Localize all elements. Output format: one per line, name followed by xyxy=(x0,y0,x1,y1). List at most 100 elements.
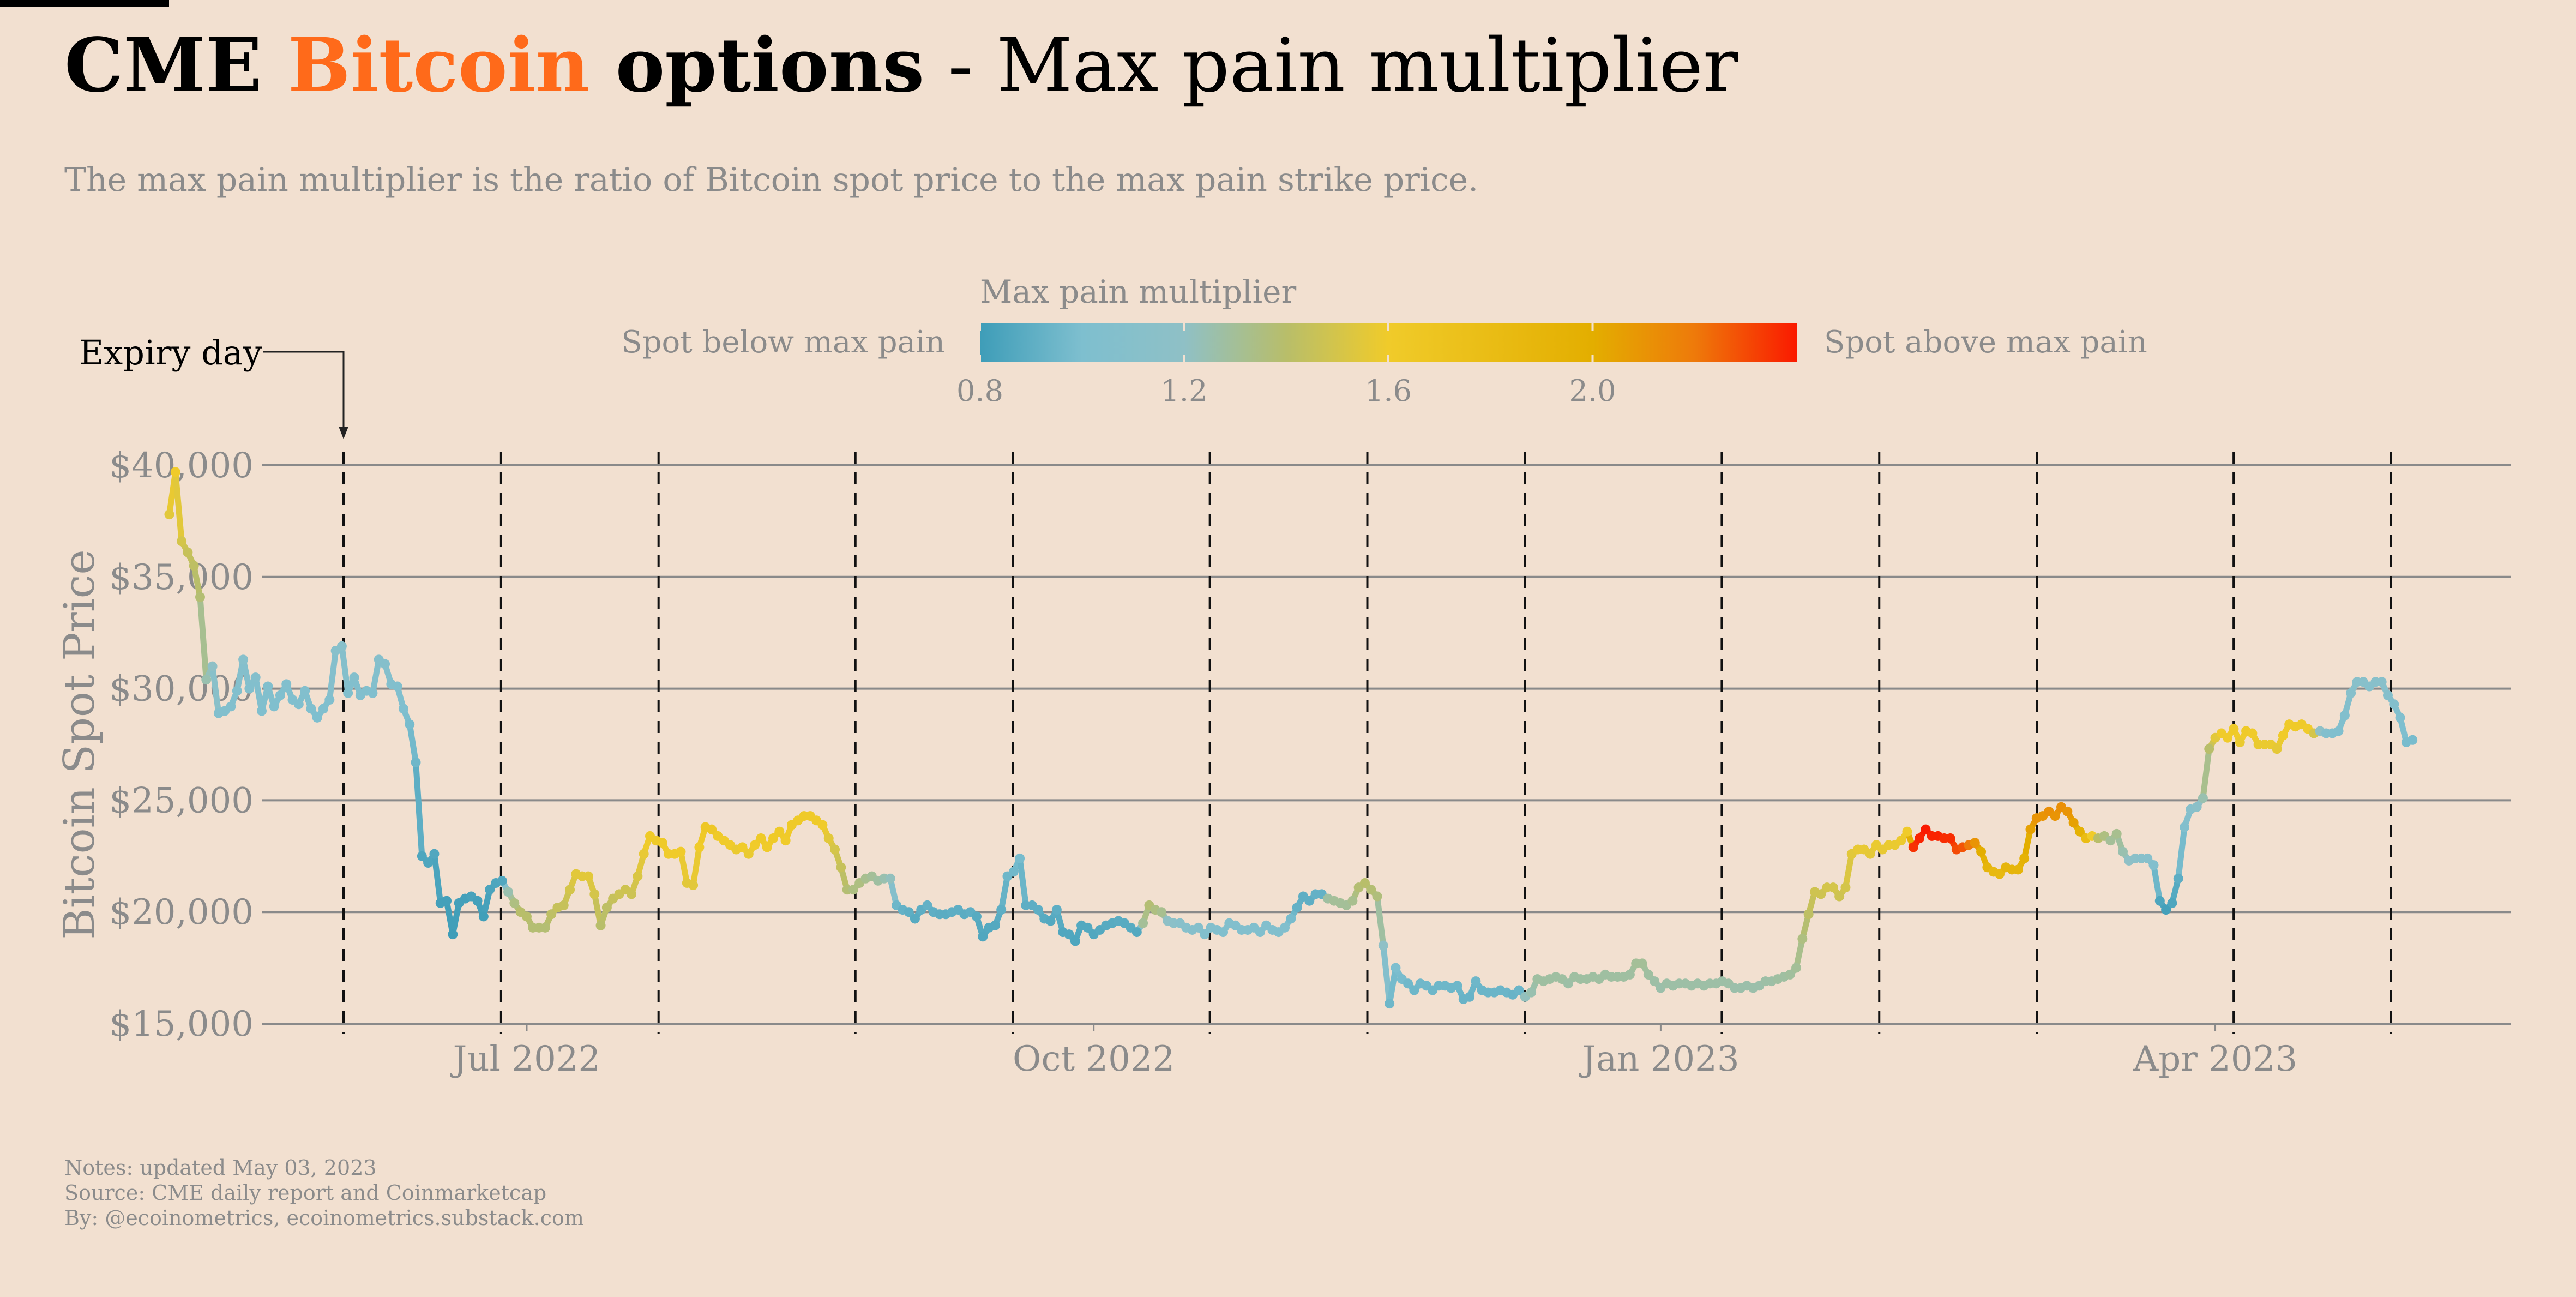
series-segment xyxy=(326,647,339,703)
series-segment xyxy=(449,900,462,938)
data-point xyxy=(1409,985,1419,995)
series-segment xyxy=(1374,893,1387,949)
legend-title: Max pain multiplier xyxy=(980,273,1296,310)
data-point xyxy=(768,833,779,844)
data-point xyxy=(2068,818,2079,828)
data-point xyxy=(583,871,593,881)
data-point xyxy=(2346,688,2356,698)
data-point xyxy=(1033,905,1043,915)
series-segment xyxy=(431,851,444,906)
data-point xyxy=(257,706,267,716)
data-point xyxy=(546,909,557,920)
data-point xyxy=(2074,826,2085,837)
data-point xyxy=(2229,724,2239,734)
series-segment xyxy=(2021,826,2033,862)
data-point xyxy=(1896,836,1906,846)
data-point xyxy=(1452,981,1462,991)
data-point xyxy=(1218,927,1229,938)
series-segment xyxy=(1793,935,1805,971)
title-part-multiplier: - Max pain multiplier xyxy=(924,23,1738,109)
series-segment xyxy=(677,849,690,886)
data-point xyxy=(293,699,304,710)
data-point xyxy=(226,701,236,712)
data-point xyxy=(170,467,180,477)
data-point xyxy=(1976,846,1987,857)
data-point xyxy=(2118,846,2128,857)
notes-source: Source: CME daily report and Coinmarketc… xyxy=(64,1181,547,1205)
data-point xyxy=(201,675,212,685)
data-point xyxy=(1131,927,1142,938)
data-point xyxy=(195,592,205,602)
price-series xyxy=(164,467,2418,1009)
data-point xyxy=(1915,833,1925,844)
data-point xyxy=(1994,869,2005,879)
data-point xyxy=(601,903,612,913)
data-point xyxy=(281,679,292,689)
notes-updated: Notes: updated May 03, 2023 xyxy=(64,1156,377,1180)
data-point xyxy=(1157,907,1166,917)
data-point xyxy=(263,681,273,692)
y-tick-label: $35,000 xyxy=(109,557,254,598)
data-point xyxy=(269,701,279,712)
top-accent-bar xyxy=(0,0,169,7)
y-tick-label: $20,000 xyxy=(109,892,254,933)
data-point xyxy=(2382,690,2393,700)
legend-tick-label: 2.0 xyxy=(1569,374,1616,408)
data-point xyxy=(978,932,988,942)
expiry-arrow-head xyxy=(339,427,348,439)
data-point xyxy=(1921,824,1931,834)
series-segment xyxy=(413,759,425,860)
chart-subtitle: The max pain multiplier is the ratio of … xyxy=(64,161,1479,199)
data-point xyxy=(1526,987,1537,998)
data-point xyxy=(2154,896,2165,906)
data-point xyxy=(1255,927,1265,938)
data-point xyxy=(996,905,1007,915)
data-point xyxy=(1366,885,1376,895)
data-point xyxy=(2192,802,2202,812)
data-point xyxy=(676,846,686,857)
data-point xyxy=(405,719,415,730)
data-point xyxy=(2142,853,2153,863)
data-point xyxy=(2050,811,2060,821)
data-point xyxy=(183,547,193,557)
series-segment xyxy=(2151,862,2163,904)
data-point xyxy=(238,654,249,665)
data-point xyxy=(1465,992,1475,1002)
data-point xyxy=(762,842,772,852)
data-point xyxy=(164,509,174,520)
data-point xyxy=(423,858,434,868)
data-point xyxy=(392,681,402,692)
title-part-options: options xyxy=(589,22,925,109)
data-point xyxy=(343,688,353,698)
chart-title: CME Bitcoin options - Max pain multiplie… xyxy=(64,22,1738,109)
series-segment xyxy=(197,594,209,683)
data-point xyxy=(232,686,242,696)
data-point xyxy=(300,686,310,696)
data-point xyxy=(2198,793,2208,803)
data-point xyxy=(1970,838,1980,848)
data-point xyxy=(349,672,359,683)
series-segment xyxy=(191,562,203,601)
data-point xyxy=(627,889,637,899)
series-segment xyxy=(339,643,351,696)
data-point xyxy=(2204,744,2214,754)
data-point xyxy=(971,911,982,922)
data-point xyxy=(2019,853,2030,863)
data-point xyxy=(2062,806,2073,816)
data-point xyxy=(707,824,717,834)
series-segment xyxy=(172,469,185,544)
data-point xyxy=(1803,909,1814,920)
data-point xyxy=(1015,853,1025,863)
series-segment xyxy=(2175,824,2188,882)
data-point xyxy=(2395,712,2405,723)
data-point xyxy=(633,871,643,881)
data-point xyxy=(2333,726,2344,736)
data-point xyxy=(2272,744,2282,754)
data-point xyxy=(688,880,699,891)
data-point xyxy=(503,887,514,897)
data-point xyxy=(478,911,489,922)
data-point xyxy=(904,907,914,917)
data-point xyxy=(324,695,335,705)
data-point xyxy=(848,885,858,895)
data-point xyxy=(922,900,932,910)
